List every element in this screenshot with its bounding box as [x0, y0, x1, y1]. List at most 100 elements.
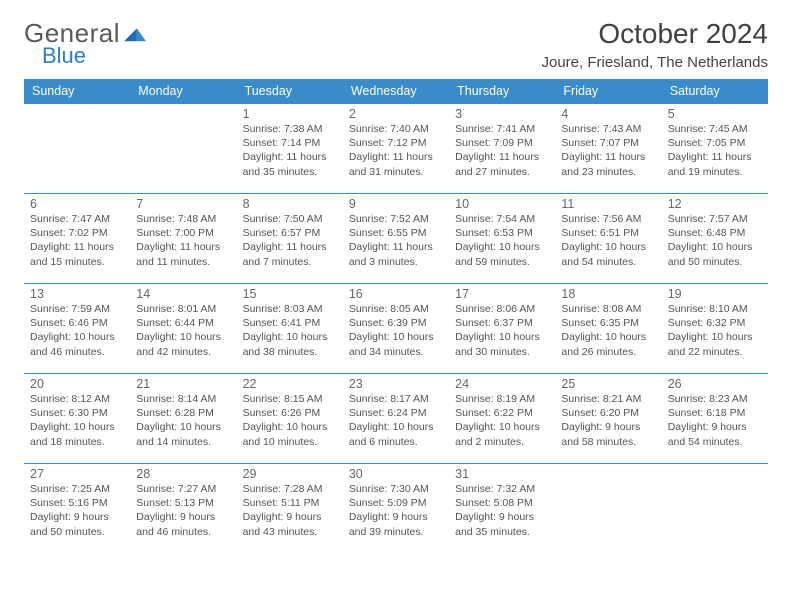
calendar-day-cell	[24, 104, 130, 194]
calendar-day-cell: 22Sunrise: 8:15 AMSunset: 6:26 PMDayligh…	[237, 374, 343, 464]
calendar-day-cell: 7Sunrise: 7:48 AMSunset: 7:00 PMDaylight…	[130, 194, 236, 284]
calendar-day-cell: 11Sunrise: 7:56 AMSunset: 6:51 PMDayligh…	[555, 194, 661, 284]
day-number: 28	[136, 467, 230, 481]
weekday-header: Sunday	[24, 79, 130, 104]
calendar-day-cell: 23Sunrise: 8:17 AMSunset: 6:24 PMDayligh…	[343, 374, 449, 464]
day-info: Sunrise: 7:40 AMSunset: 7:12 PMDaylight:…	[349, 122, 443, 179]
day-number: 10	[455, 197, 549, 211]
calendar-day-cell: 9Sunrise: 7:52 AMSunset: 6:55 PMDaylight…	[343, 194, 449, 284]
day-number: 14	[136, 287, 230, 301]
day-number: 9	[349, 197, 443, 211]
day-number: 25	[561, 377, 655, 391]
calendar-body: 1Sunrise: 7:38 AMSunset: 7:14 PMDaylight…	[24, 104, 768, 554]
calendar-day-cell: 27Sunrise: 7:25 AMSunset: 5:16 PMDayligh…	[24, 464, 130, 554]
day-info: Sunrise: 8:12 AMSunset: 6:30 PMDaylight:…	[30, 392, 124, 449]
calendar-header-row: Sunday Monday Tuesday Wednesday Thursday…	[24, 79, 768, 104]
calendar-day-cell	[662, 464, 768, 554]
calendar-day-cell: 21Sunrise: 8:14 AMSunset: 6:28 PMDayligh…	[130, 374, 236, 464]
day-number: 5	[668, 107, 762, 121]
calendar-day-cell: 24Sunrise: 8:19 AMSunset: 6:22 PMDayligh…	[449, 374, 555, 464]
day-number: 31	[455, 467, 549, 481]
day-number: 12	[668, 197, 762, 211]
day-info: Sunrise: 7:27 AMSunset: 5:13 PMDaylight:…	[136, 482, 230, 539]
day-number: 13	[30, 287, 124, 301]
calendar-day-cell: 13Sunrise: 7:59 AMSunset: 6:46 PMDayligh…	[24, 284, 130, 374]
day-number: 26	[668, 377, 762, 391]
page-header: General Blue October 2024 Joure, Friesla…	[24, 18, 768, 71]
weekday-header: Saturday	[662, 79, 768, 104]
calendar-week-row: 1Sunrise: 7:38 AMSunset: 7:14 PMDaylight…	[24, 104, 768, 194]
calendar-day-cell: 3Sunrise: 7:41 AMSunset: 7:09 PMDaylight…	[449, 104, 555, 194]
day-number: 17	[455, 287, 549, 301]
calendar-day-cell: 26Sunrise: 8:23 AMSunset: 6:18 PMDayligh…	[662, 374, 768, 464]
day-number: 6	[30, 197, 124, 211]
day-info: Sunrise: 7:25 AMSunset: 5:16 PMDaylight:…	[30, 482, 124, 539]
calendar-day-cell: 25Sunrise: 8:21 AMSunset: 6:20 PMDayligh…	[555, 374, 661, 464]
day-info: Sunrise: 8:17 AMSunset: 6:24 PMDaylight:…	[349, 392, 443, 449]
day-number: 24	[455, 377, 549, 391]
calendar-day-cell: 5Sunrise: 7:45 AMSunset: 7:05 PMDaylight…	[662, 104, 768, 194]
day-number: 23	[349, 377, 443, 391]
calendar-week-row: 13Sunrise: 7:59 AMSunset: 6:46 PMDayligh…	[24, 284, 768, 374]
calendar-day-cell: 31Sunrise: 7:32 AMSunset: 5:08 PMDayligh…	[449, 464, 555, 554]
day-info: Sunrise: 7:50 AMSunset: 6:57 PMDaylight:…	[243, 212, 337, 269]
day-info: Sunrise: 7:30 AMSunset: 5:09 PMDaylight:…	[349, 482, 443, 539]
day-info: Sunrise: 8:19 AMSunset: 6:22 PMDaylight:…	[455, 392, 549, 449]
logo: General Blue	[24, 18, 146, 69]
day-number: 30	[349, 467, 443, 481]
day-number: 15	[243, 287, 337, 301]
day-number: 16	[349, 287, 443, 301]
day-number: 18	[561, 287, 655, 301]
day-number: 7	[136, 197, 230, 211]
day-info: Sunrise: 8:06 AMSunset: 6:37 PMDaylight:…	[455, 302, 549, 359]
day-info: Sunrise: 7:57 AMSunset: 6:48 PMDaylight:…	[668, 212, 762, 269]
month-title: October 2024	[541, 18, 768, 50]
day-info: Sunrise: 7:54 AMSunset: 6:53 PMDaylight:…	[455, 212, 549, 269]
calendar-week-row: 6Sunrise: 7:47 AMSunset: 7:02 PMDaylight…	[24, 194, 768, 284]
weekday-header: Wednesday	[343, 79, 449, 104]
day-number: 4	[561, 107, 655, 121]
weekday-header: Thursday	[449, 79, 555, 104]
day-number: 21	[136, 377, 230, 391]
day-info: Sunrise: 8:01 AMSunset: 6:44 PMDaylight:…	[136, 302, 230, 359]
location-text: Joure, Friesland, The Netherlands	[541, 54, 768, 71]
day-info: Sunrise: 8:15 AMSunset: 6:26 PMDaylight:…	[243, 392, 337, 449]
day-info: Sunrise: 7:38 AMSunset: 7:14 PMDaylight:…	[243, 122, 337, 179]
calendar-day-cell	[130, 104, 236, 194]
day-info: Sunrise: 7:47 AMSunset: 7:02 PMDaylight:…	[30, 212, 124, 269]
day-info: Sunrise: 8:08 AMSunset: 6:35 PMDaylight:…	[561, 302, 655, 359]
weekday-header: Tuesday	[237, 79, 343, 104]
day-info: Sunrise: 8:03 AMSunset: 6:41 PMDaylight:…	[243, 302, 337, 359]
day-info: Sunrise: 7:32 AMSunset: 5:08 PMDaylight:…	[455, 482, 549, 539]
day-number: 1	[243, 107, 337, 121]
day-info: Sunrise: 7:41 AMSunset: 7:09 PMDaylight:…	[455, 122, 549, 179]
day-number: 2	[349, 107, 443, 121]
day-info: Sunrise: 8:10 AMSunset: 6:32 PMDaylight:…	[668, 302, 762, 359]
day-number: 20	[30, 377, 124, 391]
day-number: 29	[243, 467, 337, 481]
day-info: Sunrise: 7:52 AMSunset: 6:55 PMDaylight:…	[349, 212, 443, 269]
day-info: Sunrise: 8:05 AMSunset: 6:39 PMDaylight:…	[349, 302, 443, 359]
calendar-day-cell: 6Sunrise: 7:47 AMSunset: 7:02 PMDaylight…	[24, 194, 130, 284]
calendar-week-row: 20Sunrise: 8:12 AMSunset: 6:30 PMDayligh…	[24, 374, 768, 464]
calendar-day-cell: 2Sunrise: 7:40 AMSunset: 7:12 PMDaylight…	[343, 104, 449, 194]
day-info: Sunrise: 7:45 AMSunset: 7:05 PMDaylight:…	[668, 122, 762, 179]
calendar-day-cell: 1Sunrise: 7:38 AMSunset: 7:14 PMDaylight…	[237, 104, 343, 194]
weekday-header: Monday	[130, 79, 236, 104]
day-number: 8	[243, 197, 337, 211]
day-info: Sunrise: 7:28 AMSunset: 5:11 PMDaylight:…	[243, 482, 337, 539]
calendar-day-cell: 30Sunrise: 7:30 AMSunset: 5:09 PMDayligh…	[343, 464, 449, 554]
calendar-day-cell: 14Sunrise: 8:01 AMSunset: 6:44 PMDayligh…	[130, 284, 236, 374]
calendar-day-cell: 15Sunrise: 8:03 AMSunset: 6:41 PMDayligh…	[237, 284, 343, 374]
day-info: Sunrise: 7:59 AMSunset: 6:46 PMDaylight:…	[30, 302, 124, 359]
day-number: 22	[243, 377, 337, 391]
calendar-day-cell: 28Sunrise: 7:27 AMSunset: 5:13 PMDayligh…	[130, 464, 236, 554]
calendar-table: Sunday Monday Tuesday Wednesday Thursday…	[24, 79, 768, 554]
calendar-day-cell: 29Sunrise: 7:28 AMSunset: 5:11 PMDayligh…	[237, 464, 343, 554]
calendar-day-cell: 10Sunrise: 7:54 AMSunset: 6:53 PMDayligh…	[449, 194, 555, 284]
day-info: Sunrise: 7:56 AMSunset: 6:51 PMDaylight:…	[561, 212, 655, 269]
day-info: Sunrise: 7:48 AMSunset: 7:00 PMDaylight:…	[136, 212, 230, 269]
calendar-week-row: 27Sunrise: 7:25 AMSunset: 5:16 PMDayligh…	[24, 464, 768, 554]
calendar-day-cell: 4Sunrise: 7:43 AMSunset: 7:07 PMDaylight…	[555, 104, 661, 194]
calendar-day-cell: 20Sunrise: 8:12 AMSunset: 6:30 PMDayligh…	[24, 374, 130, 464]
